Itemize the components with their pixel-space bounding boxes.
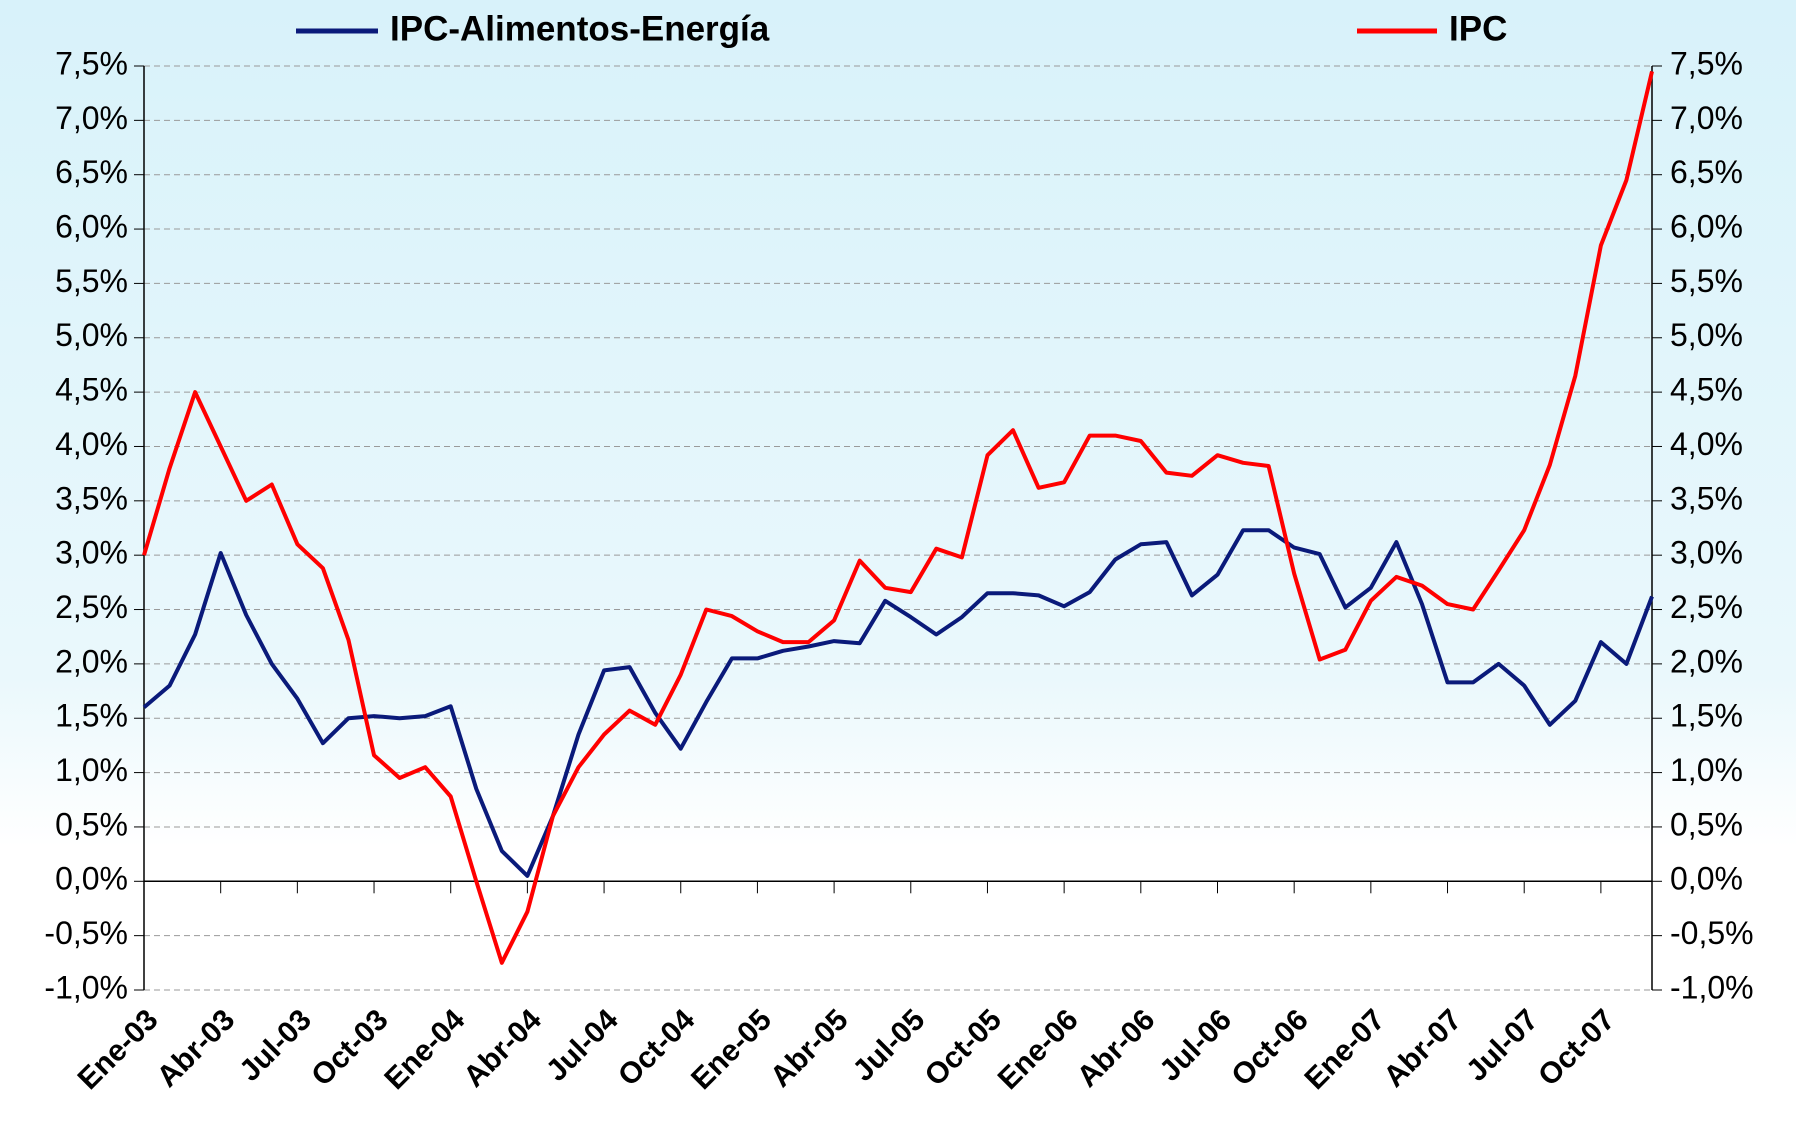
y2-tick-label: 7,5% [1670, 45, 1743, 81]
series-line [142, 528, 1654, 878]
y-tick-label: 3,0% [55, 535, 128, 571]
y2-tick-label: 6,5% [1670, 154, 1743, 190]
y-tick-label: 3,5% [55, 480, 128, 516]
y-tick-label: 4,0% [55, 426, 128, 462]
y-tick-label: 7,5% [55, 45, 128, 81]
legend-label: IPC [1449, 9, 1507, 48]
y-tick-label: 2,0% [55, 643, 128, 679]
series-line [142, 70, 1654, 965]
y2-tick-label: 4,5% [1670, 372, 1743, 408]
y2-tick-label: 6,0% [1670, 209, 1743, 245]
y-tick-label: 5,5% [55, 263, 128, 299]
y-tick-label: 4,5% [55, 372, 128, 408]
y2-tick-label: -0,5% [1670, 915, 1754, 951]
y2-tick-label: 7,0% [1670, 100, 1743, 136]
y-tick-label: 1,5% [55, 698, 128, 734]
y2-tick-label: 1,0% [1670, 752, 1743, 788]
y-tick-label: 7,0% [55, 100, 128, 136]
y2-tick-label: -1,0% [1670, 969, 1754, 1005]
y-tick-label: 0,5% [55, 806, 128, 842]
y2-tick-label: 5,5% [1670, 263, 1743, 299]
y2-tick-label: 3,0% [1670, 535, 1743, 571]
y2-tick-label: 0,0% [1670, 861, 1743, 897]
y-tick-label: -1,0% [44, 969, 128, 1005]
y-tick-label: -0,5% [44, 915, 128, 951]
y-tick-label: 6,5% [55, 154, 128, 190]
y2-tick-label: 5,0% [1670, 317, 1743, 353]
y2-tick-label: 2,5% [1670, 589, 1743, 625]
y-tick-label: 1,0% [55, 752, 128, 788]
y-tick-label: 6,0% [55, 209, 128, 245]
y-tick-label: 0,0% [55, 861, 128, 897]
y2-tick-label: 4,0% [1670, 426, 1743, 462]
y-tick-label: 5,0% [55, 317, 128, 353]
y2-tick-label: 2,0% [1670, 643, 1743, 679]
y2-tick-label: 1,5% [1670, 698, 1743, 734]
y-tick-label: 2,5% [55, 589, 128, 625]
legend-label: IPC-Alimentos-Energía [390, 9, 770, 48]
y2-tick-label: 0,5% [1670, 806, 1743, 842]
y2-tick-label: 3,5% [1670, 480, 1743, 516]
